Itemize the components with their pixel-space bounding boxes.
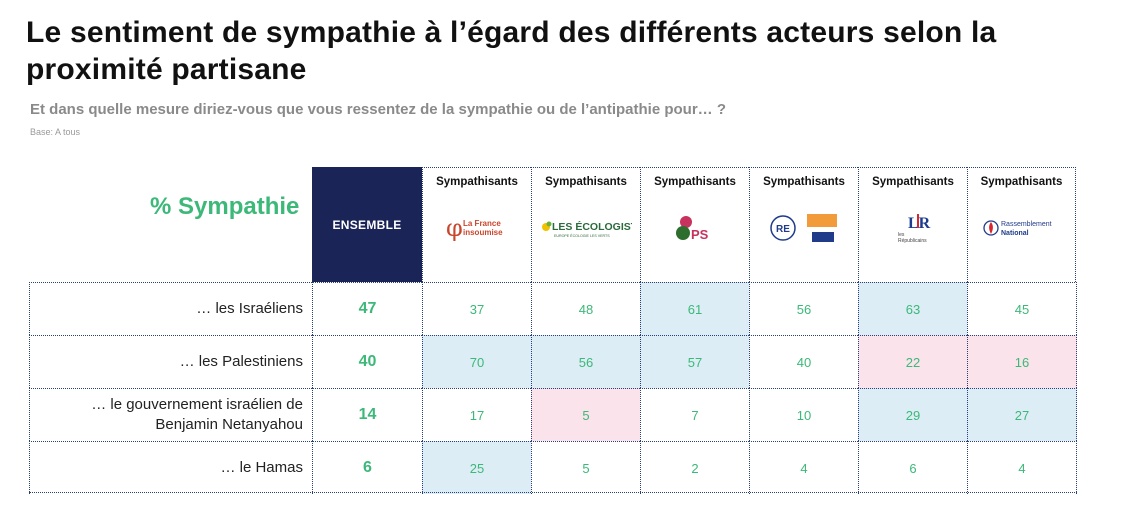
column-header-ps: Sympathisants PS (640, 167, 749, 282)
column-header-label: Sympathisants (763, 176, 845, 188)
ps-logo-icon: PS (641, 210, 749, 246)
eco-logo-text: LES ÉCOLOGISTES (552, 220, 632, 233)
lfi-logo-icon: φ La France insoumise (423, 210, 531, 246)
table-cell-eco: 5 (531, 441, 640, 494)
table-cell-lr: 22 (858, 335, 967, 388)
table-cell-eco: 48 (531, 282, 640, 335)
table-cell-lfi: 70 (422, 335, 531, 388)
table-cell-re: 10 (749, 388, 858, 441)
table-cell-rn: 27 (967, 388, 1077, 441)
row-label: … le Hamas (29, 441, 312, 494)
page-title: Le sentiment de sympathie à l’égard des … (26, 16, 997, 86)
table-cell-rn: 16 (967, 335, 1077, 388)
lr-logo-icon: LR les Républicains (859, 210, 967, 246)
column-header-eco: Sympathisants LES ÉCOLOGISTES EUROPE ÉCO… (531, 167, 640, 282)
rn-logo-line2: National (1001, 230, 1029, 237)
eco-logo-sub: EUROPE ÉCOLOGIE LES VERTS (554, 233, 610, 238)
row-label: … les Palestiniens (29, 335, 312, 388)
lr-logo-line2: Républicains (898, 238, 927, 244)
table-cell-ensemble: 6 (312, 441, 422, 494)
table-cell-eco: 5 (531, 388, 640, 441)
table-cell-rn: 4 (967, 441, 1077, 494)
table-cell-lfi: 25 (422, 441, 531, 494)
table-cell-ps: 61 (640, 282, 749, 335)
table-cell-ensemble: 40 (312, 335, 422, 388)
column-header-lfi: Sympathisants φ La France insoumise (422, 167, 531, 282)
column-header-label: Sympathisants (436, 176, 518, 188)
table-cell-lfi: 37 (422, 282, 531, 335)
lr-logo-line1: les (898, 232, 905, 238)
table-cell-ps: 2 (640, 441, 749, 494)
column-header-label: Sympathisants (980, 176, 1063, 188)
column-header-lr: Sympathisants LR les Républicains (858, 167, 967, 282)
table-cell-re: 56 (749, 282, 858, 335)
table-cell-lfi: 17 (422, 388, 531, 441)
rn-logo-icon: Rassemblement National (968, 210, 1075, 246)
survey-question: Et dans quelle mesure diriez-vous que vo… (30, 101, 726, 118)
column-header-label: Sympathisants (545, 176, 627, 188)
table-cell-re: 40 (749, 335, 858, 388)
metric-label: % Sympathie (150, 193, 300, 220)
table-cell-ps: 7 (640, 388, 749, 441)
table-bottom-border (29, 492, 1077, 493)
column-header-re: Sympathisants RE (749, 167, 858, 282)
column-header-ensemble: ENSEMBLE (312, 167, 422, 282)
re-logo-text: RE (776, 224, 790, 235)
column-header-label: Sympathisants (654, 176, 736, 188)
base-note: Base: A tous (30, 127, 81, 137)
lfi-logo-line1: La France (463, 219, 501, 228)
table-cell-lr: 29 (858, 388, 967, 441)
ps-logo-text: PS (691, 227, 709, 242)
row-label: … les Israéliens (29, 282, 312, 335)
table-cell-lr: 6 (858, 441, 967, 494)
lr-logo-mark: LR (908, 215, 931, 232)
table-cell-ensemble: 14 (312, 388, 422, 441)
row-label: … le gouvernement israélien de Benjamin … (29, 388, 312, 441)
table-cell-eco: 56 (531, 335, 640, 388)
ecologistes-logo-icon: LES ÉCOLOGISTES EUROPE ÉCOLOGIE LES VERT… (532, 210, 640, 246)
table-cell-ensemble: 47 (312, 282, 422, 335)
table-cell-ps: 57 (640, 335, 749, 388)
svg-text:φ: φ (446, 214, 463, 242)
lfi-logo-line2: insoumise (463, 228, 503, 237)
column-header-label: Sympathisants (872, 176, 954, 188)
table-cell-lr: 63 (858, 282, 967, 335)
ensemble-label: ENSEMBLE (332, 217, 402, 232)
column-header-rn: Sympathisants Rassemblement National (967, 167, 1076, 282)
table-cell-rn: 45 (967, 282, 1077, 335)
renaissance-logo-icon: RE (750, 210, 858, 246)
rn-logo-line1: Rassemblement (1001, 221, 1052, 228)
table-cell-re: 4 (749, 441, 858, 494)
